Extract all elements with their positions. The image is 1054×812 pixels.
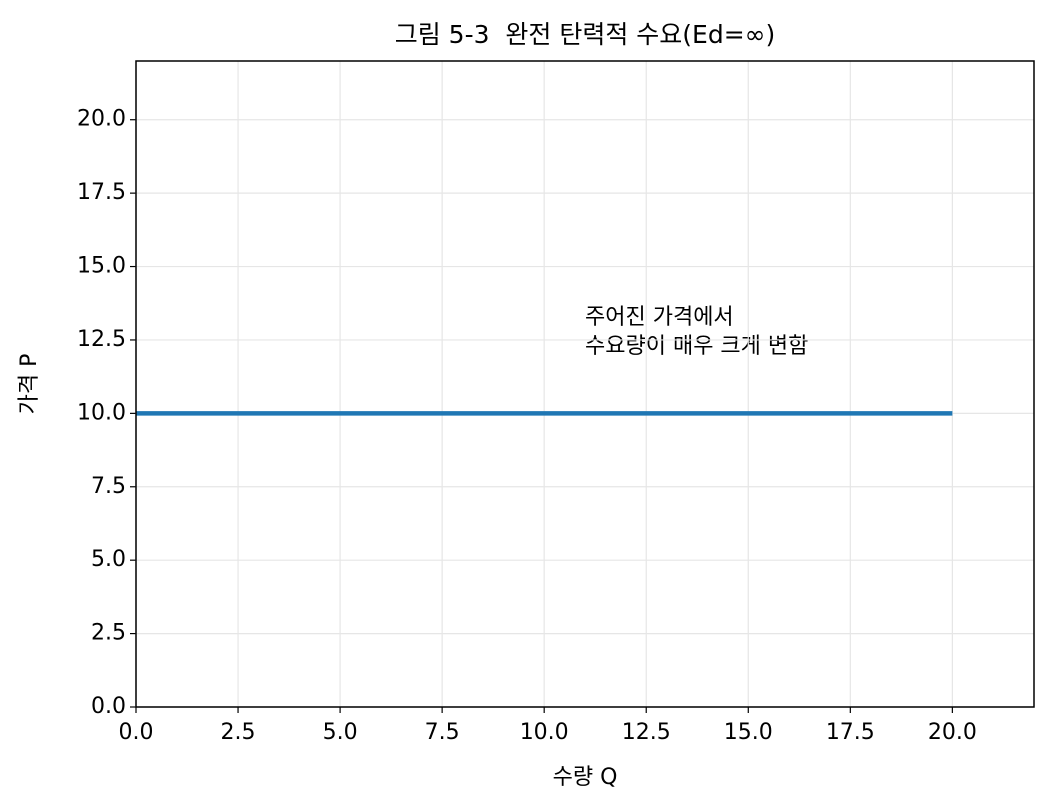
annotation: 주어진 가격에서 [585, 305, 734, 330]
x-tick-label: 7.5 [425, 720, 460, 745]
annotation: 수요량이 매우 크게 변함 [585, 334, 808, 359]
y-tick-label: 10.0 [77, 400, 126, 425]
chart-title: 그림 5-3 완전 탄력적 수요(Ed=∞) [395, 20, 776, 49]
y-tick-label: 7.5 [91, 474, 126, 499]
x-tick-label: 5.0 [323, 720, 358, 745]
x-tick-label: 20.0 [928, 720, 977, 745]
y-tick-label: 17.5 [77, 180, 126, 205]
x-tick-label: 12.5 [622, 720, 671, 745]
x-axis-label: 수량 Q [553, 765, 618, 790]
x-tick-label: 2.5 [221, 720, 256, 745]
y-tick-label: 15.0 [77, 254, 126, 279]
y-tick-label: 5.0 [91, 547, 126, 572]
x-tick-label: 17.5 [826, 720, 875, 745]
y-tick-label: 2.5 [91, 621, 126, 646]
y-tick-label: 0.0 [91, 694, 126, 719]
y-tick-label: 12.5 [77, 327, 126, 352]
y-tick-label: 20.0 [77, 107, 126, 132]
x-tick-label: 0.0 [119, 720, 154, 745]
y-axis-label: 가격 P [17, 354, 42, 415]
x-tick-label: 10.0 [520, 720, 569, 745]
x-tick-label: 15.0 [724, 720, 773, 745]
plot-frame [135, 60, 1035, 708]
